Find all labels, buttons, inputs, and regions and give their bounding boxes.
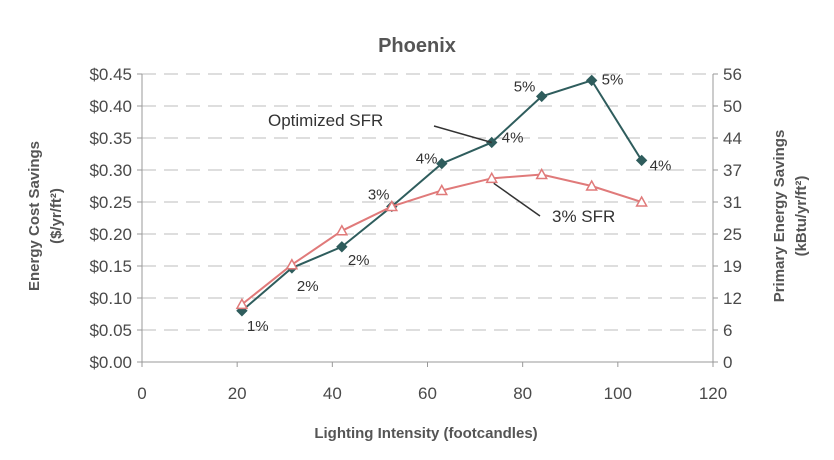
right-y-tick-label: 44 <box>723 129 742 148</box>
x-tick-label: 0 <box>137 384 146 403</box>
right-y-tick-label: 25 <box>723 225 742 244</box>
right-y-axis-label: Primary Energy Savings <box>771 130 788 303</box>
annotation-label: 3% SFR <box>552 207 615 226</box>
series: 1% 2% 2% 3% 4% 4% 5% 5% 4% <box>235 71 672 335</box>
right-y-tick-label: 19 <box>723 257 742 276</box>
x-tick-label: 120 <box>699 384 727 403</box>
point-label: 5% <box>514 78 536 95</box>
left-y-tick-label: $0.15 <box>89 257 132 276</box>
data-point-triangle <box>435 183 449 196</box>
annotation-label: Optimized SFR <box>268 111 383 130</box>
data-point-triangle <box>535 167 548 180</box>
left-y-tick-label: $0.45 <box>89 65 132 84</box>
x-tick-label: 60 <box>418 384 437 403</box>
x-tick-label: 20 <box>228 384 247 403</box>
left-y-tick-label: $0.00 <box>89 353 132 372</box>
left-y-axis-units: ($/yr/ft²) <box>48 188 65 244</box>
left-y-tick-label: $0.10 <box>89 289 132 308</box>
data-point-triangle <box>635 195 648 207</box>
point-label: 4% <box>502 129 524 146</box>
data-point-triangle <box>485 171 499 184</box>
right-y-tick-labels: 0 6 12 19 25 31 37 44 50 56 <box>723 65 742 372</box>
point-label: 4% <box>650 157 672 174</box>
right-y-tick-label: 6 <box>723 321 732 340</box>
x-tick-label: 40 <box>323 384 342 403</box>
axes <box>137 73 718 367</box>
point-label: 4% <box>416 151 438 168</box>
right-y-tick-label: 12 <box>723 289 742 308</box>
data-point-triangle <box>585 179 598 191</box>
x-axis-label: Lighting Intensity (footcandles) <box>314 425 537 442</box>
grid <box>142 73 713 331</box>
point-label: 5% <box>602 71 624 88</box>
data-point-diamond <box>585 74 598 87</box>
right-y-tick-label: 31 <box>723 193 742 212</box>
left-y-tick-label: $0.40 <box>89 97 132 116</box>
right-y-tick-label: 56 <box>723 65 742 84</box>
x-tick-label: 80 <box>513 384 532 403</box>
x-tick-labels: 0 20 40 60 80 100 120 <box>137 384 727 403</box>
right-y-axis-units: (kBtu/yr/ft²) <box>793 176 810 257</box>
annotations: Optimized SFR 3% SFR <box>268 111 615 226</box>
left-y-tick-label: $0.30 <box>89 161 132 180</box>
left-y-axis-label: Energy Cost Savings <box>26 141 43 291</box>
annotation-leader <box>493 182 541 217</box>
x-tick-label: 100 <box>604 384 632 403</box>
data-point-triangle <box>335 224 349 236</box>
annotation-leader <box>433 125 492 144</box>
point-label: 2% <box>297 278 319 295</box>
data-point-diamond <box>336 241 348 253</box>
point-label: 1% <box>247 318 269 335</box>
right-y-tick-label: 0 <box>723 353 732 372</box>
data-point-triangle <box>235 297 249 310</box>
left-y-tick-labels: $0.00 $0.05 $0.10 $0.15 $0.20 $0.25 $0.30 $0.35… <box>89 65 132 372</box>
right-y-tick-label: 50 <box>723 97 742 116</box>
chart-title: Phoenix <box>378 35 456 57</box>
left-y-tick-label: $0.20 <box>89 225 132 244</box>
data-point-diamond <box>635 154 648 167</box>
left-y-tick-label: $0.25 <box>89 193 132 212</box>
left-y-tick-label: $0.05 <box>89 321 132 340</box>
right-y-tick-label: 37 <box>723 161 742 180</box>
point-label: 2% <box>348 252 370 269</box>
data-point-triangle <box>385 199 399 212</box>
data-point-diamond <box>436 157 448 170</box>
left-y-tick-label: $0.35 <box>89 129 132 148</box>
data-point-triangle <box>285 258 299 270</box>
point-label: 3% <box>368 186 390 203</box>
data-point-diamond <box>535 90 548 103</box>
